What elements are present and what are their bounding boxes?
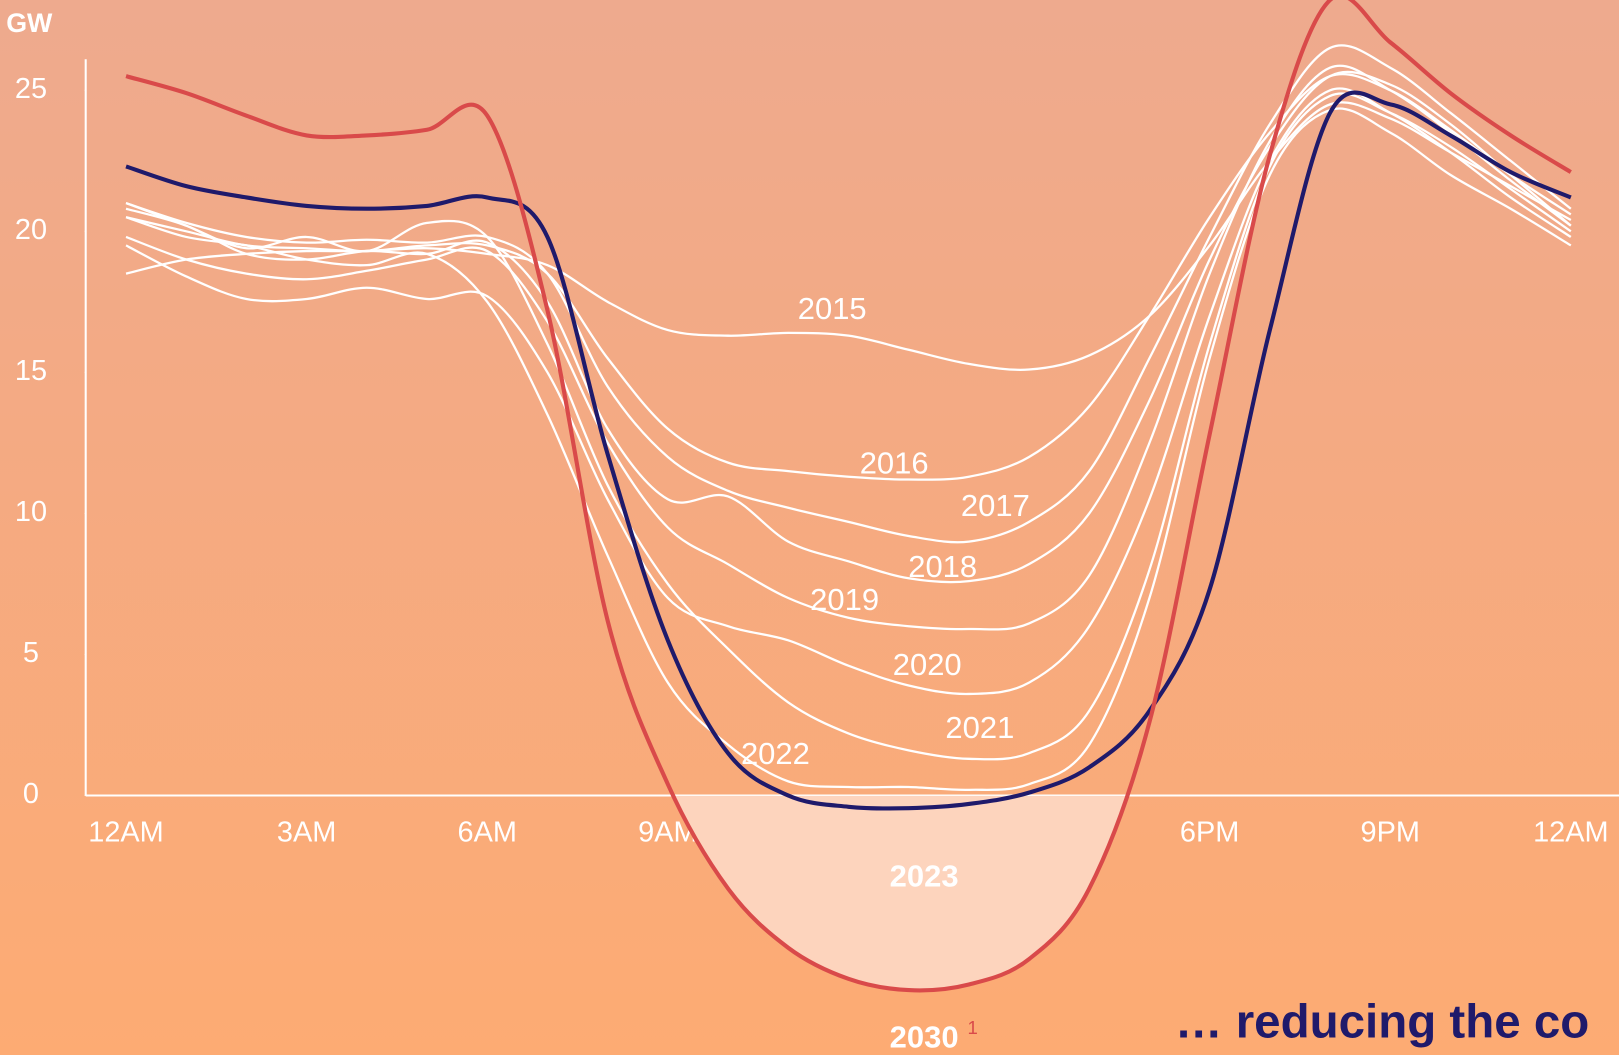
x-tick-label: 6PM xyxy=(1180,817,1239,849)
y-tick-label: 15 xyxy=(15,355,47,387)
y-axis-label: GW xyxy=(6,8,53,38)
series-line xyxy=(125,87,1572,696)
x-tick-label: 9PM xyxy=(1361,817,1420,849)
series-label: 2022 xyxy=(741,736,810,771)
series-line xyxy=(125,90,1572,811)
series-line xyxy=(125,92,1572,761)
y-tick-label: 0 xyxy=(23,778,39,810)
x-tick-label: 12AM xyxy=(1533,817,1608,849)
series-line xyxy=(125,70,1572,584)
annotation: … reducing the co xyxy=(1175,996,1589,1049)
x-tick-label: 3AM xyxy=(277,817,336,849)
series-label: 2021 xyxy=(945,710,1014,745)
series-label: 2017 xyxy=(961,488,1030,523)
y-tick-label: 25 xyxy=(15,73,47,105)
footnote-marker: 1 xyxy=(967,1017,977,1038)
series-line xyxy=(125,64,1572,631)
series-label: 2019 xyxy=(810,582,879,617)
y-tick-label: 10 xyxy=(15,496,47,528)
series-label: 2015 xyxy=(798,291,867,326)
below-zero-area xyxy=(673,795,1128,991)
series-label: 2020 xyxy=(893,647,962,682)
series-line xyxy=(125,0,1572,993)
y-tick-label: 20 xyxy=(15,214,47,246)
series-line xyxy=(125,107,1572,792)
series-label: 2023 xyxy=(890,859,959,894)
series-line xyxy=(125,44,1572,544)
y-tick-label: 5 xyxy=(23,637,39,669)
series-label: 2016 xyxy=(860,446,929,481)
x-tick-label: 12AM xyxy=(88,817,163,849)
series-label: 2030 xyxy=(890,1020,959,1055)
x-tick-label: 6AM xyxy=(458,817,517,849)
series-label: 2018 xyxy=(908,549,977,584)
